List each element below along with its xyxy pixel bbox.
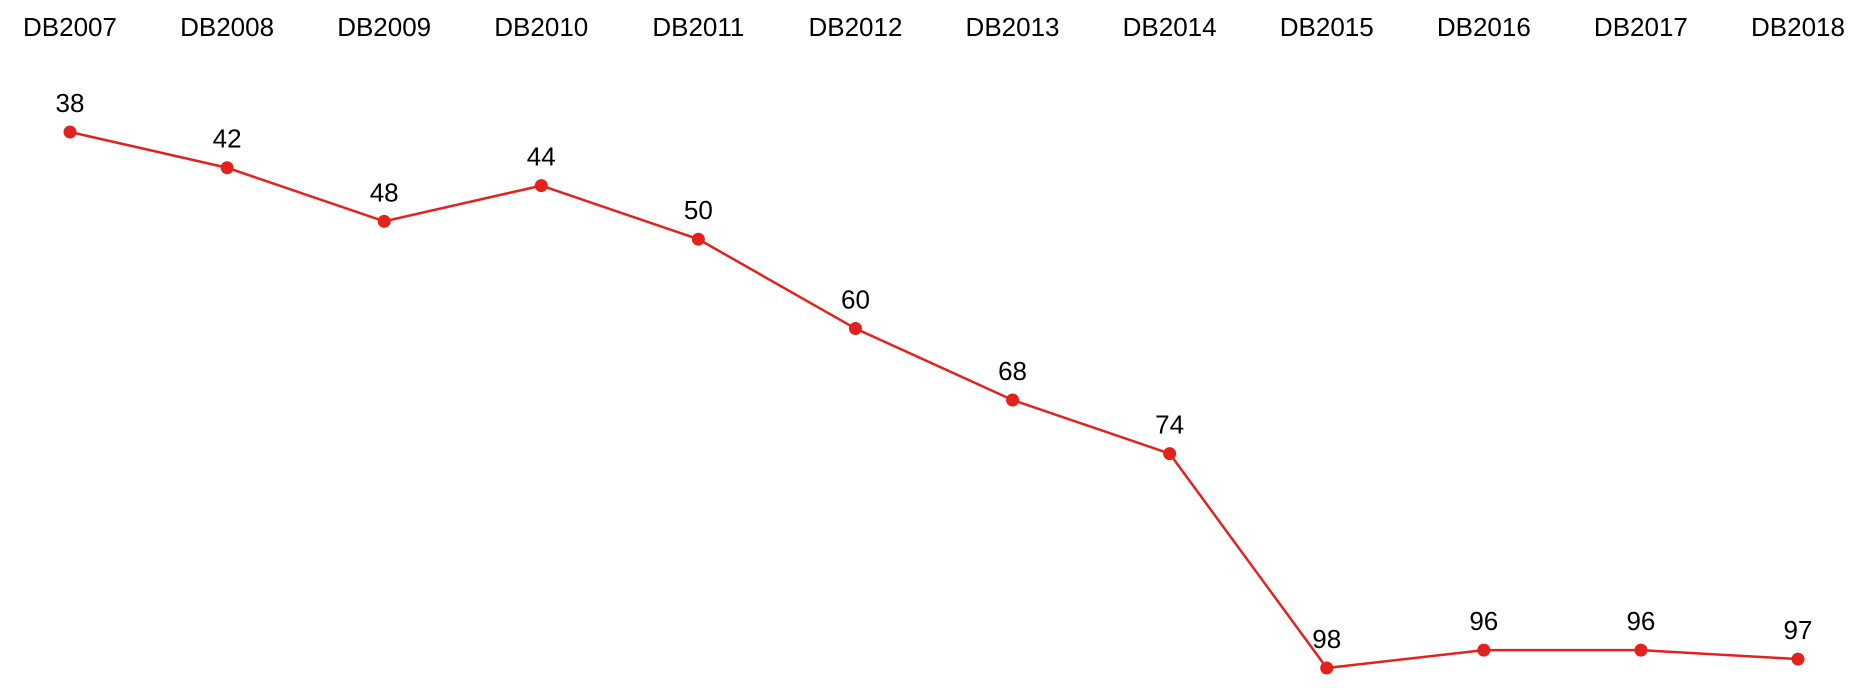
x-tick-label: DB2015 <box>1280 12 1374 42</box>
x-tick-label: DB2016 <box>1437 12 1531 42</box>
data-point <box>220 161 234 175</box>
x-tick-label: DB2010 <box>494 12 588 42</box>
series-line <box>69 130 1799 670</box>
x-tick-label: DB2017 <box>1594 12 1688 42</box>
series-layer <box>69 130 1799 670</box>
x-tick-label: DB2009 <box>337 12 431 42</box>
data-label: 74 <box>1155 410 1184 440</box>
data-label: 97 <box>1784 615 1813 645</box>
data-label: 50 <box>684 195 713 225</box>
data-label: 48 <box>370 177 399 207</box>
data-label: 38 <box>56 88 85 118</box>
data-point <box>1006 393 1020 407</box>
x-tick-label: DB2012 <box>808 12 902 42</box>
data-label: 44 <box>527 142 556 172</box>
data-label: 68 <box>998 356 1027 386</box>
points-layer <box>63 125 1805 675</box>
data-point <box>1163 447 1177 461</box>
x-tick-label: DB2013 <box>966 12 1060 42</box>
data-point <box>1634 643 1648 657</box>
data-point <box>848 322 862 336</box>
x-tick-label: DB2007 <box>23 12 117 42</box>
x-tick-label: DB2018 <box>1751 12 1845 42</box>
data-point <box>534 179 548 193</box>
data-labels: 38 42 48 44 50 60 68 74 98 96 96 97 <box>56 88 1813 654</box>
x-tick-label: DB2008 <box>180 12 274 42</box>
data-point <box>1477 643 1491 657</box>
data-label: 96 <box>1469 606 1498 636</box>
data-point <box>63 125 77 139</box>
data-point <box>691 232 705 246</box>
x-axis-labels: DB2007 DB2008 DB2009 DB2010 DB2011 DB2012 DB20… <box>23 12 1845 42</box>
data-point <box>1320 661 1334 675</box>
data-label: 42 <box>213 124 242 154</box>
data-point <box>1791 652 1805 666</box>
x-tick-label: DB2014 <box>1123 12 1217 42</box>
data-point <box>377 214 391 228</box>
x-tick-label: DB2011 <box>652 12 744 42</box>
data-label: 60 <box>841 285 870 315</box>
data-label: 96 <box>1626 606 1655 636</box>
data-label: 98 <box>1312 624 1341 654</box>
